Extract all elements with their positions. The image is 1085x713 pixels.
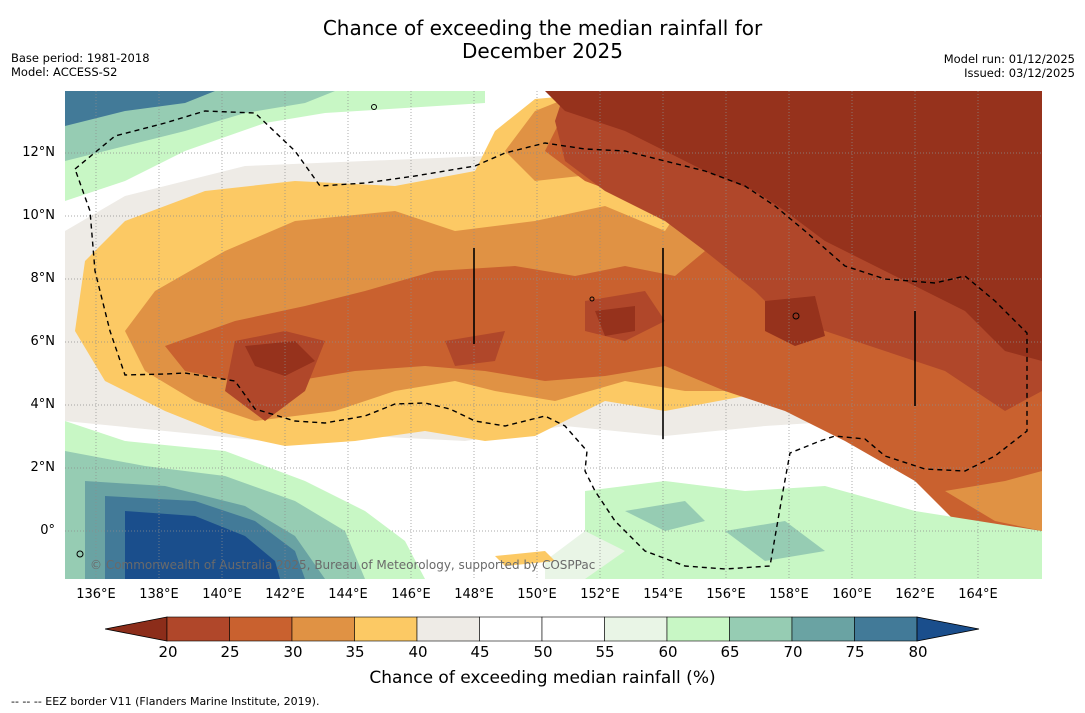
model-name: Model: ACCESS-S2 — [11, 65, 118, 79]
colorbar-cell — [291, 616, 355, 642]
lat-label-4n: 4°N — [30, 397, 56, 412]
cb-tick-20: 20 — [158, 643, 178, 661]
colorbar-arrow-left — [105, 616, 168, 642]
cb-tick-40: 40 — [408, 643, 428, 661]
lon-label-148e: 148°E — [454, 587, 494, 602]
copyright-text: © Commonwealth of Australia 2025, Bureau… — [90, 558, 596, 572]
lat-label-10n: 10°N — [22, 208, 55, 223]
lon-label-154e: 154°E — [643, 587, 683, 602]
lat-label-2n: 2°N — [30, 460, 56, 475]
lon-label-146e: 146°E — [391, 587, 431, 602]
colorbar-cell — [416, 616, 480, 642]
region-blue-topleft — [65, 91, 215, 126]
colorbar-cell — [791, 616, 855, 642]
lon-label-140e: 140°E — [202, 587, 242, 602]
cb-tick-50: 50 — [533, 643, 553, 661]
colorbar-cell — [479, 616, 543, 642]
rainfall-map — [65, 91, 1042, 579]
colorbar-arrow-right — [916, 616, 980, 642]
colorbar-cell — [666, 616, 730, 642]
colorbar-cell — [854, 616, 918, 642]
colorbar-cell — [541, 616, 605, 642]
lon-label-138e: 138°E — [139, 587, 179, 602]
base-period: Base period: 1981-2018 — [11, 51, 150, 65]
lon-label-142e: 142°E — [265, 587, 305, 602]
lon-label-164e: 164°E — [958, 587, 998, 602]
colorbar-cell — [354, 616, 418, 642]
region-yellow-small — [495, 551, 555, 566]
colorbar — [105, 616, 980, 642]
cb-tick-45: 45 — [470, 643, 490, 661]
cb-tick-75: 75 — [845, 643, 865, 661]
lon-label-150e: 150°E — [517, 587, 557, 602]
eez-legend: -- -- -- EEZ border V11 (Flanders Marine… — [11, 695, 320, 708]
cb-tick-70: 70 — [783, 643, 803, 661]
lon-label-156e: 156°E — [706, 587, 746, 602]
lon-label-144e: 144°E — [328, 587, 368, 602]
colorbar-cell — [166, 616, 230, 642]
cb-tick-80: 80 — [908, 643, 928, 661]
cb-tick-55: 55 — [595, 643, 615, 661]
cb-tick-35: 35 — [345, 643, 365, 661]
cb-tick-30: 30 — [283, 643, 303, 661]
islands — [76, 104, 800, 558]
colorbar-cell — [604, 616, 668, 642]
lon-label-160e: 160°E — [832, 587, 872, 602]
cb-tick-60: 60 — [658, 643, 678, 661]
region-blue-bottomleft — [125, 511, 280, 579]
cb-tick-25: 25 — [220, 643, 240, 661]
eez-border — [74, 110, 1028, 570]
lat-label-12n: 12°N — [22, 145, 55, 160]
lon-label-152e: 152°E — [580, 587, 620, 602]
lon-label-158e: 158°E — [769, 587, 809, 602]
lon-label-162e: 162°E — [895, 587, 935, 602]
region-orange-right — [945, 471, 1042, 531]
chart-title-line1: Chance of exceeding the median rainfall … — [322, 16, 763, 40]
lat-label-6n: 6°N — [30, 334, 56, 349]
colorbar-cell — [229, 616, 293, 642]
lat-label-8n: 8°N — [30, 271, 56, 286]
colorbar-title: Chance of exceeding median rainfall (%) — [369, 668, 716, 688]
meta-left: Base period: 1981-2018 Model: ACCESS-S2 — [11, 51, 150, 79]
region-darkest — [245, 91, 1042, 376]
meta-right: Model run: 01/12/2025 Issued: 03/12/2025 — [944, 52, 1075, 80]
chart-title-line2: December 2025 — [462, 39, 623, 63]
model-run: Model run: 01/12/2025 — [943, 52, 1075, 66]
region-pale-green-bottom — [545, 531, 625, 579]
lon-label-136e: 136°E — [76, 587, 116, 602]
issued-date: Issued: 03/12/2025 — [964, 66, 1075, 80]
gridlines — [65, 91, 1042, 579]
region-green-bottomright — [585, 481, 1042, 579]
cb-tick-65: 65 — [720, 643, 740, 661]
lat-label-0: 0° — [40, 523, 55, 538]
solid-lines — [473, 248, 916, 439]
colorbar-cell — [729, 616, 793, 642]
